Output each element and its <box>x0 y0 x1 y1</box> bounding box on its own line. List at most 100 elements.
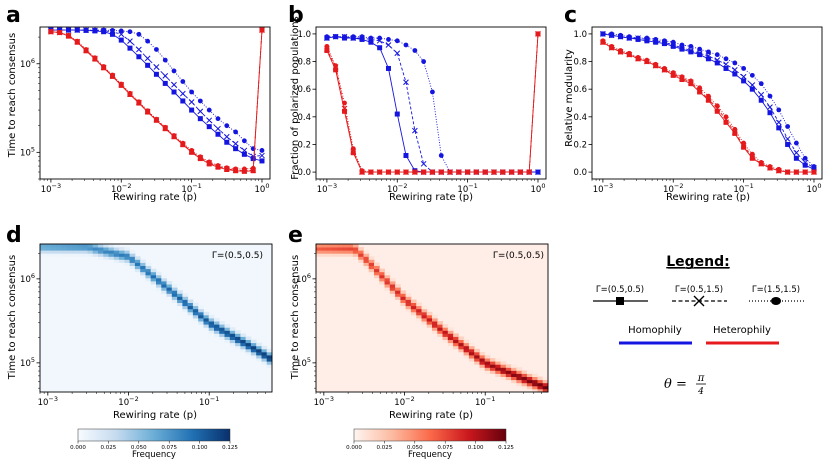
panel-b-plot-area: 10−3 10−2 10−1 100 0.0 0.2 0.4 0.6 0.8 1.0 <box>297 26 547 195</box>
panel-e-cell <box>326 244 333 248</box>
panel-d-cell <box>187 299 194 303</box>
panel-e-cell <box>463 351 470 356</box>
panel-e-cell <box>379 271 385 276</box>
panel-b-point <box>359 36 365 42</box>
panel-b-point <box>342 34 347 40</box>
panel-b-point <box>377 35 383 41</box>
panel-e-cell <box>358 256 364 260</box>
legend-style-label-3: Γ=(1.5,1.5) <box>752 285 800 295</box>
panel-c-point <box>697 52 703 58</box>
panel-d-cell <box>161 284 167 288</box>
panel-e-cell <box>463 355 470 359</box>
panel-d-cell <box>103 256 109 260</box>
panel-b-point <box>359 168 365 174</box>
panel-b-chart: 10−3 10−2 10−1 100 0.0 0.2 0.4 0.6 0.8 1.0 Rewiri… <box>290 16 547 203</box>
panel-b-series-line <box>326 36 538 173</box>
panel-e-cell <box>437 333 443 337</box>
panel-d-cell <box>182 308 189 313</box>
panel-c-xlabel: Rewiring rate (p) <box>666 192 750 203</box>
panel-c-ytick-label: 0.0 <box>573 168 587 178</box>
panel-d-ytick-label: 106 <box>20 272 35 285</box>
panel-e-cell <box>389 284 396 288</box>
panel-d-cell <box>203 321 210 325</box>
panel-d-cell <box>98 256 104 260</box>
panel-e-cell <box>432 330 438 334</box>
panel-e-cell <box>432 324 438 328</box>
panel-b-point <box>359 34 365 40</box>
panel-d-cell <box>45 250 51 254</box>
panel-e-cell <box>437 324 443 328</box>
panel-b-point <box>535 31 541 37</box>
panel-e-cell <box>453 342 459 347</box>
panel-d-background <box>40 244 272 392</box>
panel-d-cell <box>224 327 231 331</box>
panel-e-cell <box>432 314 438 319</box>
panel-e-cell <box>468 348 475 353</box>
panel-d-cell <box>224 339 231 344</box>
panel-d-cell <box>171 296 178 300</box>
panel-d-cell <box>66 247 73 251</box>
panel-label-a: a <box>6 3 21 28</box>
panel-a-point <box>197 108 204 115</box>
panel-c-point <box>741 140 747 146</box>
panel-c-point <box>618 48 623 53</box>
panel-a-point <box>136 46 142 53</box>
panel-c-point <box>609 31 615 37</box>
panel-e-cell <box>368 262 375 266</box>
panel-d-xlabel: Rewiring rate (p) <box>113 410 197 421</box>
panel-d-cell <box>203 324 210 328</box>
panel-c-point <box>723 61 729 68</box>
panel-c-point <box>626 50 632 56</box>
panel-d-cell <box>61 244 67 248</box>
panel-e-cell <box>474 355 480 359</box>
panel-d-cell <box>98 247 104 251</box>
panel-a-point <box>197 154 203 160</box>
panel-b-xtick-label: 10−3 <box>317 182 337 195</box>
panel-e-cell <box>447 333 454 337</box>
panel-d-cell <box>235 333 241 337</box>
panel-a-ylabel: Time to reach consensus <box>7 33 18 158</box>
panel-e-cell <box>326 247 333 251</box>
panel-d-cell <box>177 293 183 297</box>
panel-e-cell <box>500 373 507 377</box>
panel-d-cell <box>245 336 252 340</box>
panel-e-cell <box>347 247 354 251</box>
panel-d-cell <box>145 265 152 270</box>
panel-d-cell <box>55 247 62 251</box>
panel-e-cell <box>374 262 380 266</box>
panel-a-point <box>233 129 239 135</box>
panel-d-cell <box>224 333 231 337</box>
panel-d-cell <box>45 253 51 257</box>
panel-d-cell <box>134 265 141 270</box>
panel-e-heatmap: 10−3 10−2 10−1 105 106 Γ=(0.5,0.5) Rewiring … <box>290 243 549 460</box>
panel-c-point <box>758 91 765 98</box>
panel-d-cell <box>82 250 88 254</box>
panel-e-cell <box>442 327 449 331</box>
panel-a-point <box>224 139 230 145</box>
panel-d-cell <box>92 247 99 251</box>
panel-d-cell <box>229 327 236 331</box>
panel-b-point <box>403 79 409 86</box>
panel-e-cell <box>526 382 533 387</box>
panel-b-series-line <box>326 33 539 173</box>
panel-d-cell <box>219 336 225 340</box>
panel-e-cell <box>511 373 517 377</box>
panel-e-cell <box>500 367 507 371</box>
panel-label-d: d <box>6 223 22 248</box>
panel-b-point <box>333 67 339 73</box>
panel-e-cell <box>426 311 433 316</box>
panel-e-cell <box>410 305 417 310</box>
panel-d-cell <box>208 327 215 331</box>
panel-e-cell <box>331 247 338 251</box>
panel-e-cell <box>384 271 391 276</box>
panel-d-cell <box>50 253 57 257</box>
panel-d-cell <box>140 262 146 266</box>
panel-d-cell <box>245 342 252 347</box>
panel-d-annotation: Γ=(0.5,0.5) <box>212 251 263 261</box>
panel-c-point <box>749 151 755 157</box>
panel-e-ytick-label: 105 <box>296 356 311 369</box>
panel-d-colorbar-label: Frequency <box>132 450 176 460</box>
panel-e-cell <box>384 287 391 291</box>
panel-d-cell <box>150 274 157 279</box>
panel-d-cell <box>87 250 94 254</box>
